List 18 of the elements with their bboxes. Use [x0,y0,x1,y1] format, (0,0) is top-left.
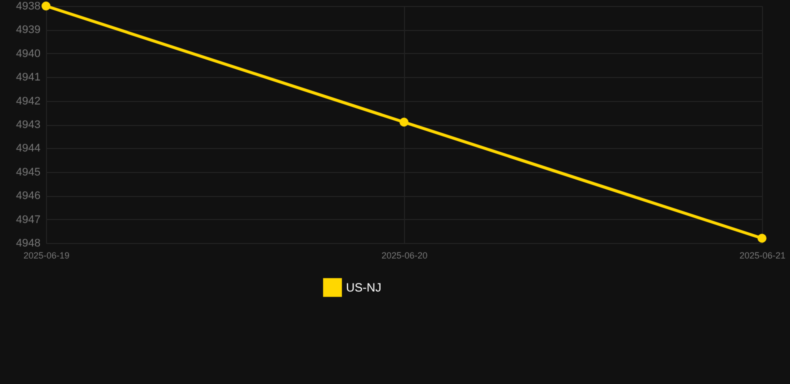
x-tick-label: 2025-06-21 [739,250,786,260]
x-tick-label: 2025-06-20 [381,250,428,260]
point [42,2,50,10]
y-tick-label: 4940 [16,48,40,60]
y-tick-label: 4948 [16,238,40,250]
y-tick-label: 4938 [16,0,40,12]
y-tick-label: 4939 [16,24,40,36]
y-tick-label: 4942 [16,95,40,108]
point [758,234,766,243]
y-tick-label: 4945 [16,166,40,178]
y-tick-label: 4947 [16,214,40,226]
y-tick-label: 4943 [16,119,40,131]
y-tick-label: 4946 [16,190,40,202]
point [400,118,408,127]
legend-label: US-NJ [346,280,382,294]
y-tick-label: 4941 [16,72,40,84]
y-tick-label: 4944 [16,142,40,155]
x-tick-label: 2025-06-19 [23,250,70,260]
